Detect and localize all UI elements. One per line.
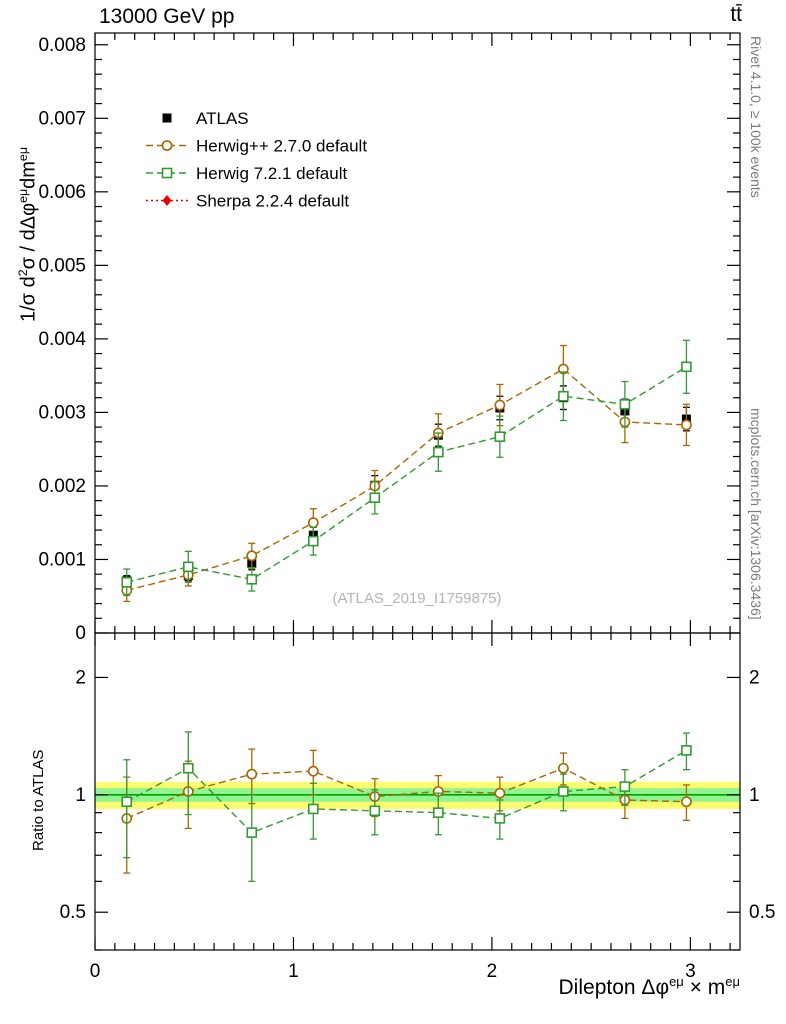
- legend: ATLAS Herwig++ 2.7.0 default Herwig 7.2.1 …: [146, 109, 367, 211]
- analysis-watermark: (ATLAS_2019_I1759875): [332, 590, 502, 607]
- svg-text:0.001: 0.001: [38, 549, 86, 570]
- process-title: tt̄: [730, 3, 742, 26]
- rivet-version-note: Rivet 4.1.0, ≥ 100k events: [748, 36, 764, 198]
- legend-entry-sherpa-2-2-4-default: Sherpa 2.2.4 default: [146, 192, 349, 211]
- svg-text:0.006: 0.006: [38, 182, 86, 203]
- svg-text:2: 2: [75, 667, 86, 688]
- svg-text:Sherpa 2.2.4 default: Sherpa 2.2.4 default: [196, 192, 349, 211]
- plot-frames: [94, 32, 741, 951]
- main-series-atlas: [122, 385, 691, 587]
- svg-text:0.007: 0.007: [38, 108, 86, 129]
- ratio-reference-bands: [95, 781, 740, 809]
- legend-entry-herwig-7-2-1-default: Herwig 7.2.1 default: [146, 164, 347, 183]
- svg-text:1: 1: [288, 961, 299, 982]
- svg-text:0: 0: [90, 961, 101, 982]
- main-y-axis-label: 1/σ d2σ / dΔφeμdmeμ: [16, 147, 40, 322]
- svg-text:Herwig++ 2.7.0 default: Herwig++ 2.7.0 default: [196, 137, 367, 156]
- ratio-series-herwig-7-2-1-default: [121, 731, 692, 882]
- svg-text:0.002: 0.002: [38, 476, 86, 497]
- svg-text:0.004: 0.004: [38, 329, 86, 350]
- axis-ticks: [94, 33, 740, 951]
- svg-text:0.003: 0.003: [38, 402, 86, 423]
- mcplots-attribution: mcplots.cern.ch [arXiv:1306.3436]: [748, 408, 764, 620]
- svg-text:0: 0: [75, 623, 86, 644]
- svg-text:0.005: 0.005: [38, 255, 86, 276]
- ratio-y-axis-label: Ratio to ATLAS: [30, 749, 47, 851]
- svg-text:2: 2: [749, 667, 760, 688]
- svg-text:1: 1: [749, 785, 760, 806]
- svg-text:2: 2: [487, 961, 498, 982]
- svg-text:3: 3: [685, 961, 696, 982]
- svg-text:0.008: 0.008: [38, 35, 86, 56]
- main-series-herwig-7-2-1-default: [121, 339, 692, 597]
- x-axis-label: Dilepton Δφeμ × meμ: [558, 974, 740, 999]
- axis-tick-labels: 0 1 2 3 0 0.001 0.002 0.003 0.004 0.005 0.006 0.007…: [38, 35, 775, 982]
- legend-entry-atlas: ATLAS: [162, 109, 249, 128]
- legend-entry-herwig-2-7-0-default: Herwig++ 2.7.0 default: [146, 137, 367, 156]
- svg-text:0.5: 0.5: [60, 902, 86, 923]
- svg-text:Herwig 7.2.1 default: Herwig 7.2.1 default: [196, 164, 347, 183]
- beam-energy-title: 13000 GeV pp: [99, 5, 235, 28]
- main-series-herwig-2-7-0-default: [121, 344, 692, 603]
- svg-text:1: 1: [75, 785, 86, 806]
- svg-text:0.5: 0.5: [749, 902, 775, 923]
- svg-text:ATLAS: ATLAS: [196, 109, 249, 128]
